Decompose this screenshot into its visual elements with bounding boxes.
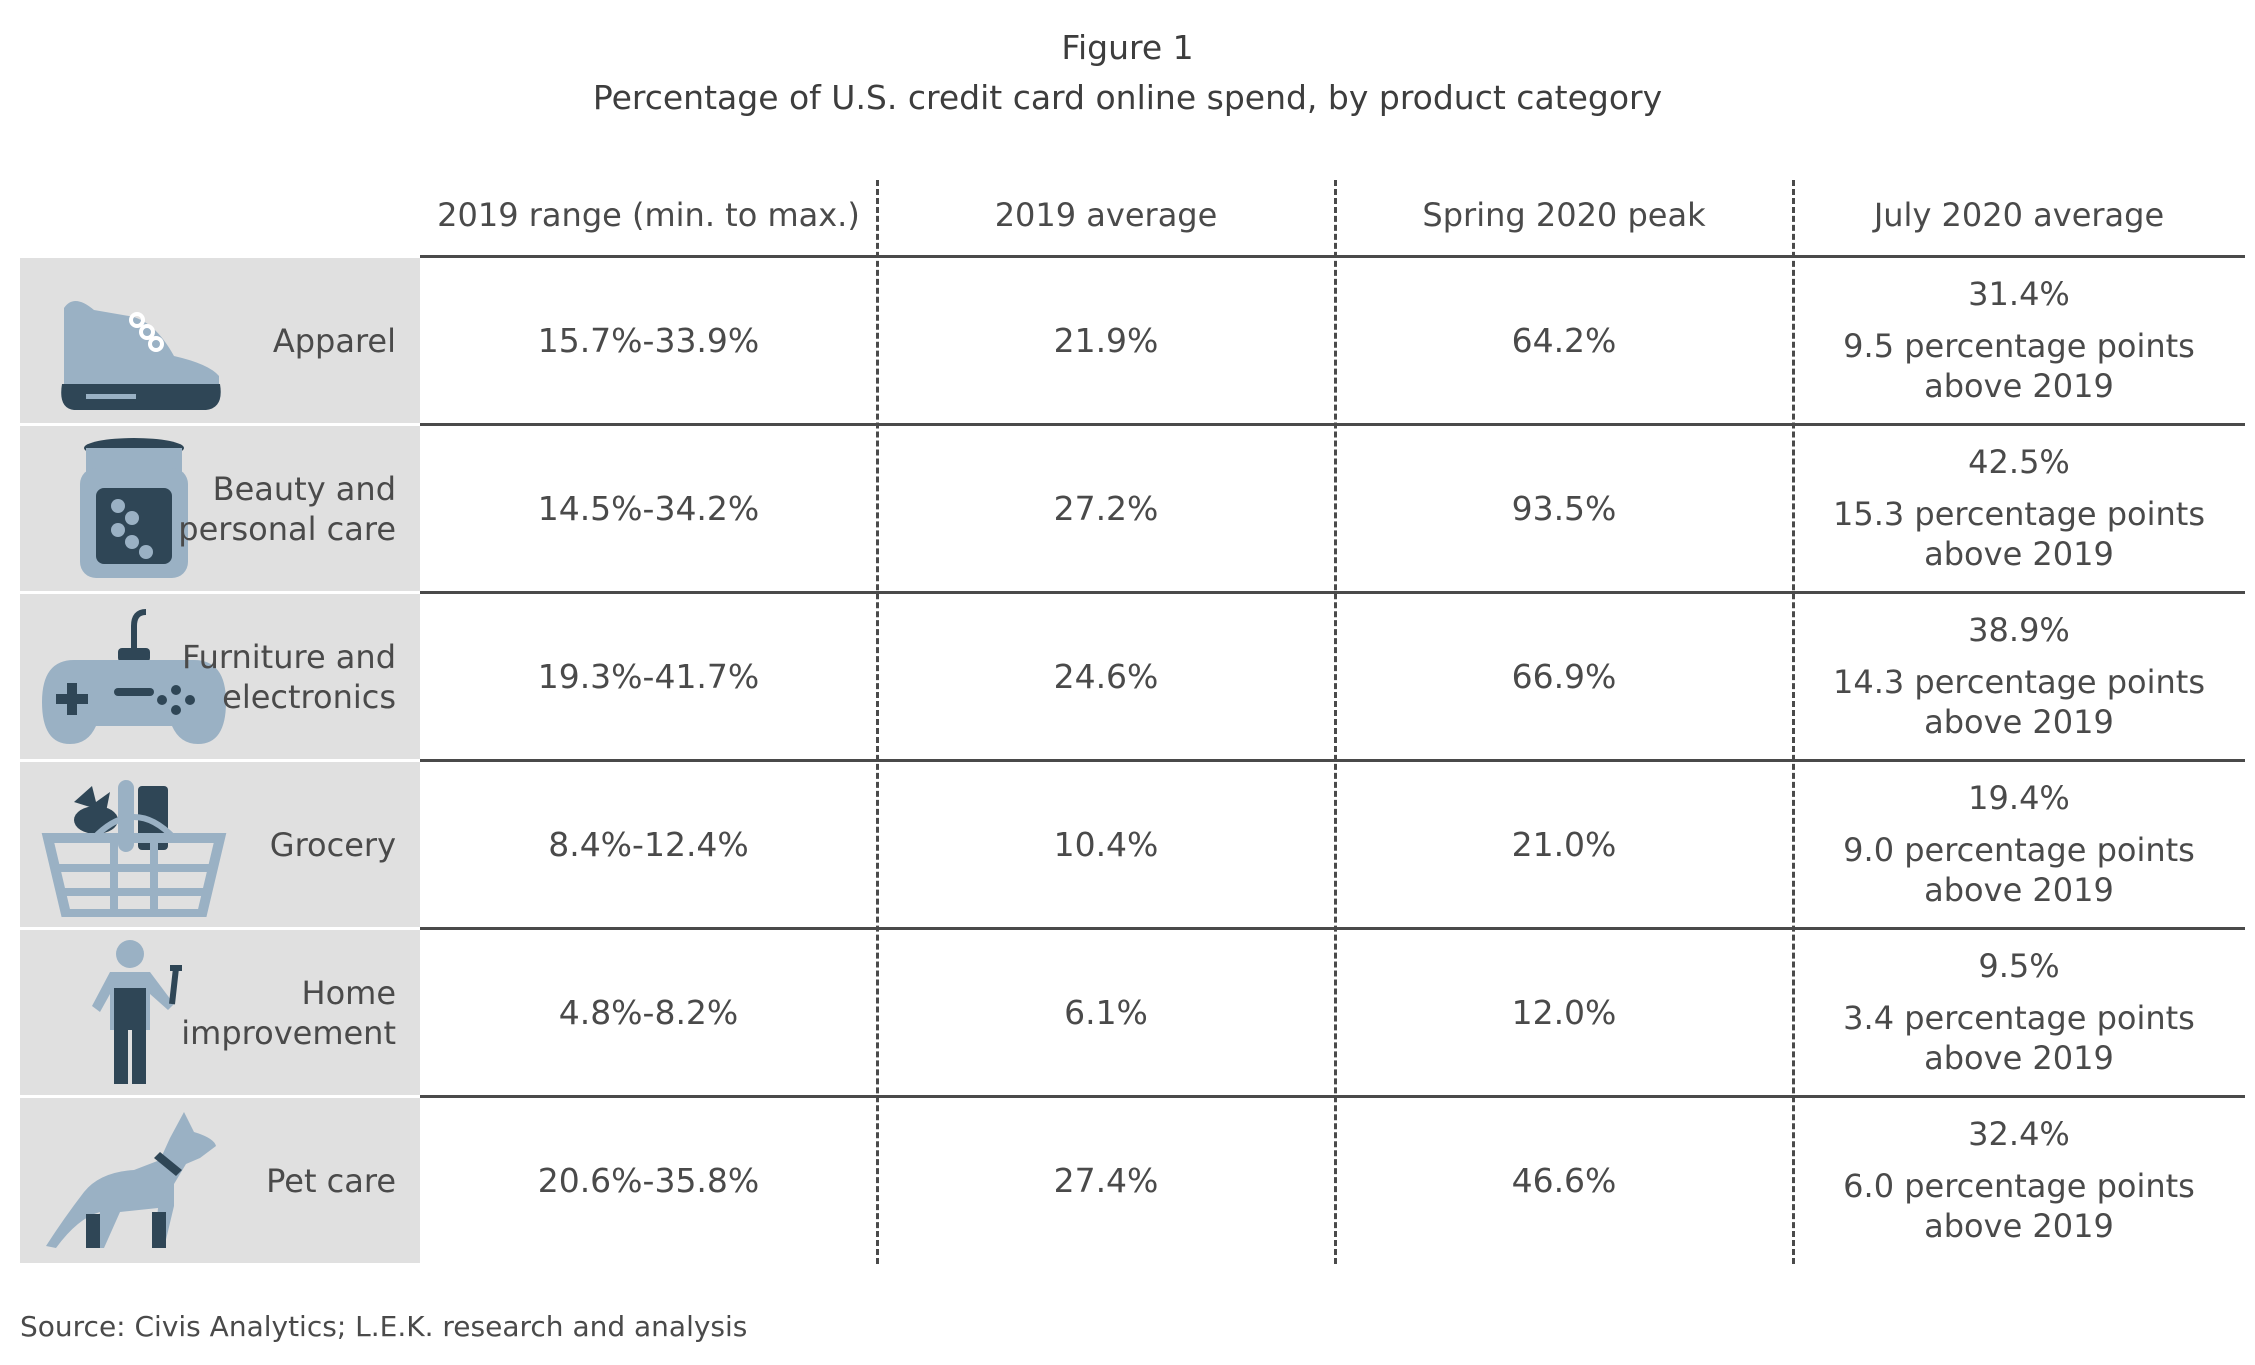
row-rule: [420, 1095, 2245, 1098]
peak-2020-cell: 64.2%: [1511, 321, 1617, 360]
july-2020-value: 31.4%: [1968, 275, 2070, 313]
peak-2020-cell: 93.5%: [1511, 489, 1617, 528]
row-rule: [420, 759, 2245, 762]
avg-2019-cell: 24.6%: [1053, 657, 1159, 696]
dog-icon: [34, 1108, 234, 1253]
category-label: Grocery: [269, 825, 396, 864]
category-cell: Pet care: [20, 1098, 420, 1263]
july-2020-delta: 14.3 percentage points above 2019: [1832, 663, 2206, 741]
july-2020-cell: 9.5% 3.4 percentage points above 2019: [1793, 930, 2245, 1095]
july-2020-delta: 3.4 percentage points above 2019: [1843, 999, 2195, 1077]
range-cell: 14.5%-34.2%: [537, 489, 760, 528]
column-divider: [1334, 180, 1337, 1264]
peak-2020-cell: 12.0%: [1511, 993, 1617, 1032]
range-cell: 19.3%-41.7%: [537, 657, 760, 696]
july-2020-delta: 9.5 percentage points above 2019: [1843, 327, 2195, 405]
avg-2019-cell: 6.1%: [1064, 993, 1148, 1032]
range-cell: 15.7%-33.9%: [537, 321, 760, 360]
row-rule: [420, 423, 2245, 426]
july-2020-value: 9.5%: [1978, 947, 2060, 985]
category-label: Apparel: [272, 321, 396, 360]
figure-label: Figure 1: [1061, 28, 1194, 67]
row-rule: [420, 927, 2245, 930]
peak-2020-cell: 46.6%: [1511, 1161, 1617, 1200]
july-2020-delta: 9.0 percentage points above 2019: [1843, 831, 2195, 909]
row-rule: [420, 255, 2245, 258]
source-note: Source: Civis Analytics; L.E.K. research…: [20, 1310, 748, 1343]
range-cell: 20.6%-35.8%: [537, 1161, 760, 1200]
row-rule: [420, 591, 2245, 594]
range-cell: 8.4%-12.4%: [548, 825, 749, 864]
category-label: Home improvement: [181, 973, 396, 1052]
grocery-basket-icon: [34, 772, 234, 917]
peak-2020-cell: 66.9%: [1511, 657, 1617, 696]
july-2020-value: 19.4%: [1968, 779, 2070, 817]
avg-2019-cell: 27.4%: [1053, 1161, 1159, 1200]
avg-2019-cell: 21.9%: [1053, 321, 1159, 360]
avg-2019-cell: 10.4%: [1053, 825, 1159, 864]
peak-2020-cell: 21.0%: [1511, 825, 1617, 864]
july-2020-cell: 19.4% 9.0 percentage points above 2019: [1793, 762, 2245, 927]
july-2020-value: 42.5%: [1968, 443, 2070, 481]
category-label: Pet care: [266, 1161, 396, 1200]
category-cell: Apparel: [20, 258, 420, 423]
july-2020-delta: 6.0 percentage points above 2019: [1843, 1167, 2195, 1245]
category-label: Beauty and personal care: [178, 469, 396, 548]
category-cell: Home improvement: [20, 930, 420, 1095]
category-label: Furniture and electronics: [181, 637, 396, 716]
category-cell: Furniture and electronics: [20, 594, 420, 759]
july-2020-value: 38.9%: [1968, 611, 2070, 649]
july-2020-delta: 15.3 percentage points above 2019: [1832, 495, 2206, 573]
july-2020-cell: 42.5% 15.3 percentage points above 2019: [1793, 426, 2245, 591]
range-cell: 4.8%-8.2%: [558, 993, 739, 1032]
column-header-spring-2020-peak: Spring 2020 peak: [1422, 196, 1706, 234]
july-2020-value: 32.4%: [1968, 1115, 2070, 1153]
july-2020-cell: 31.4% 9.5 percentage points above 2019: [1793, 258, 2245, 423]
column-divider: [876, 180, 879, 1264]
column-divider: [1792, 180, 1795, 1264]
july-2020-cell: 38.9% 14.3 percentage points above 2019: [1793, 594, 2245, 759]
column-header-2019-average: 2019 average: [994, 196, 1218, 234]
figure-title: Percentage of U.S. credit card online sp…: [592, 78, 1663, 117]
category-cell: Beauty and personal care: [20, 426, 420, 591]
column-header-july-2020-average: July 2020 average: [1873, 196, 2165, 234]
category-cell: Grocery: [20, 762, 420, 927]
avg-2019-cell: 27.2%: [1053, 489, 1159, 528]
shoe-icon: [34, 268, 234, 413]
july-2020-cell: 32.4% 6.0 percentage points above 2019: [1793, 1098, 2245, 1263]
column-header-range: 2019 range (min. to max.): [437, 196, 860, 234]
